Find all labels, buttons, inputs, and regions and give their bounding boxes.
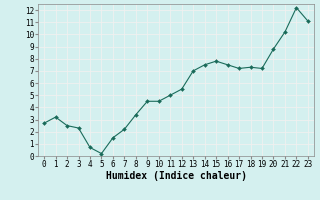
X-axis label: Humidex (Indice chaleur): Humidex (Indice chaleur) bbox=[106, 171, 246, 181]
